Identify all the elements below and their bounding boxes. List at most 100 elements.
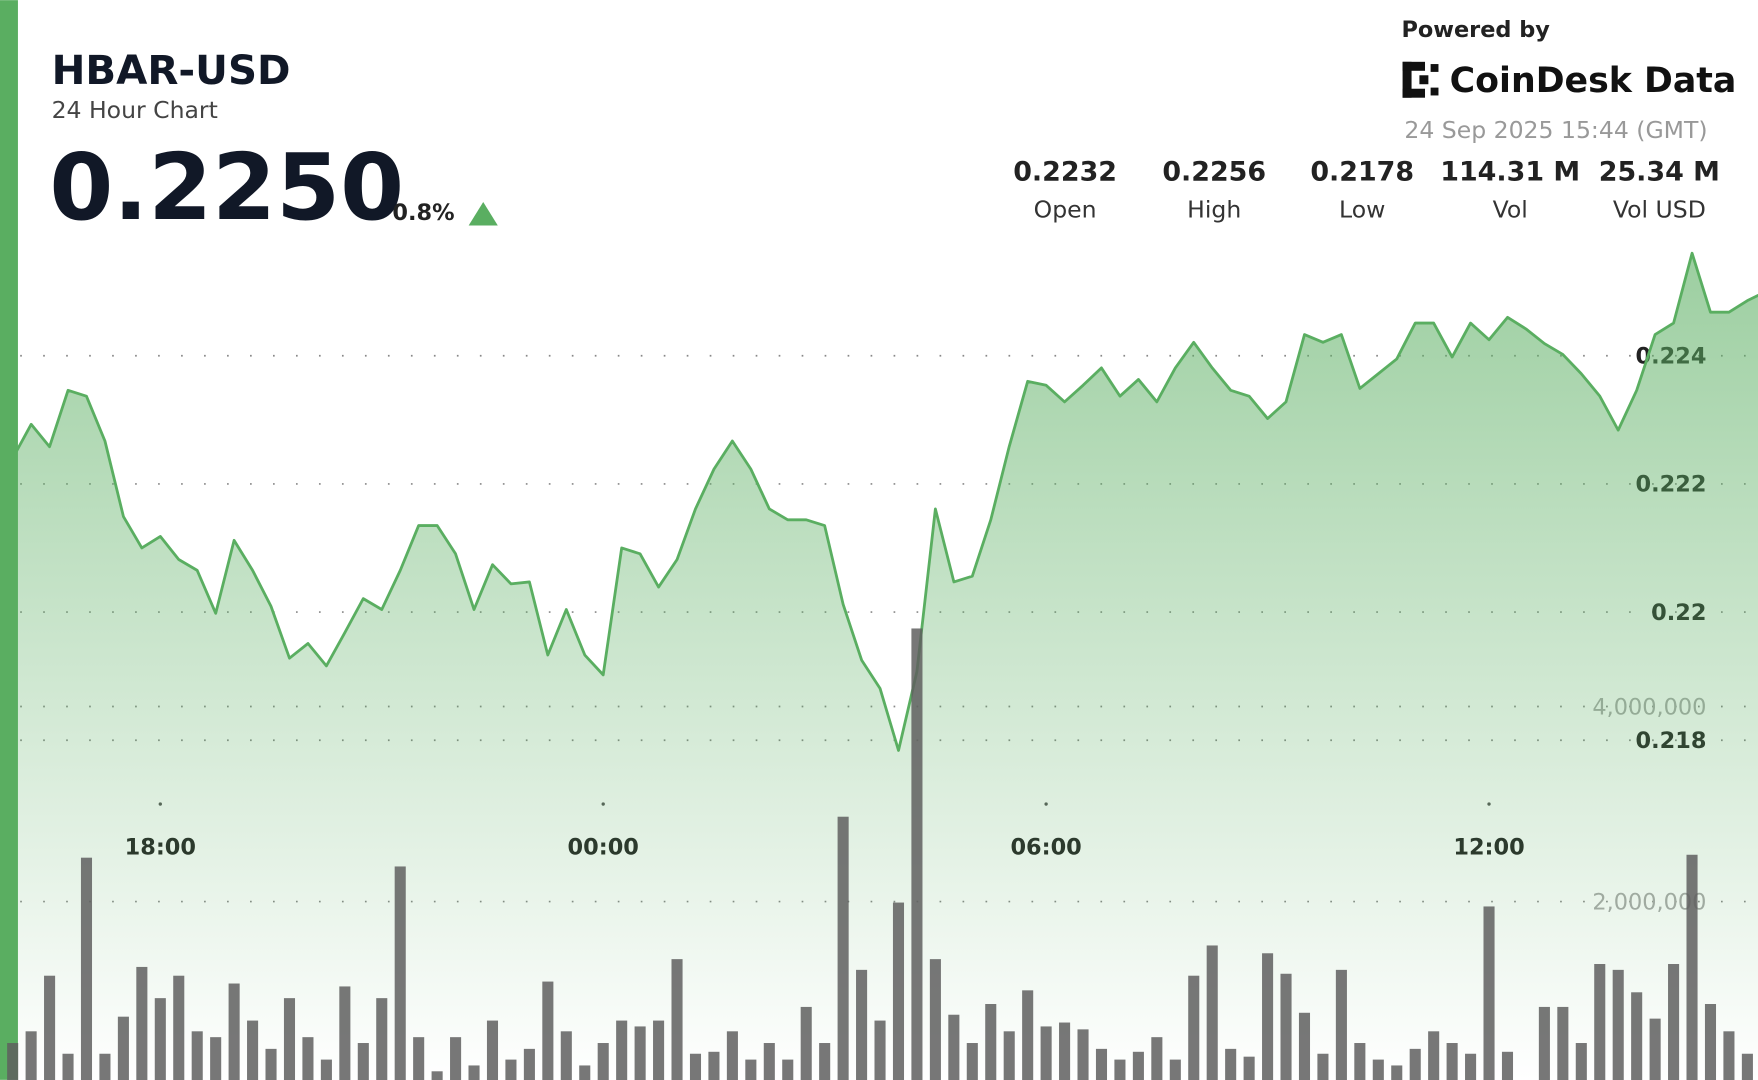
- volume-bar: [542, 981, 554, 1080]
- volume-bar: [173, 975, 185, 1080]
- volume-bar: [1409, 1048, 1421, 1080]
- volume-bar: [708, 1051, 720, 1080]
- volume-bar: [1243, 1056, 1255, 1080]
- stats: 0.2232 Open 0.2256 High 0.2178 Low 114.31 M Vol…: [1013, 157, 1720, 224]
- volume-bar: [616, 1020, 628, 1080]
- volume-bar: [1169, 1059, 1181, 1080]
- price: 0.2250: [49, 134, 404, 241]
- volume-bar: [1704, 1003, 1717, 1080]
- volume-bar: [653, 1020, 665, 1080]
- volume-bar: [800, 1006, 812, 1080]
- volume-bar: [689, 1053, 702, 1080]
- volume-bar: [1132, 1051, 1144, 1080]
- volume-bar: [339, 986, 351, 1080]
- volume-bar: [1612, 969, 1624, 1080]
- volume-bar: [1280, 973, 1292, 1080]
- volume-bar: [7, 1043, 19, 1080]
- volume-bar: [486, 1020, 499, 1080]
- volume-bar: [782, 1059, 794, 1080]
- stat-value: 0.2232: [1013, 157, 1117, 188]
- volume-bar: [1649, 1018, 1661, 1080]
- volume-bar: [450, 1037, 462, 1080]
- up-arrow: [468, 201, 498, 226]
- volume-bar: [44, 975, 56, 1080]
- volume-bar: [1225, 1048, 1237, 1080]
- volume-bar: [597, 1043, 609, 1080]
- volume-bar: [726, 1031, 738, 1080]
- volume-bar: [966, 1043, 978, 1080]
- volume-bar: [320, 1059, 332, 1080]
- subtitle: 24 Hour Chart: [52, 96, 218, 124]
- volume-bar: [1298, 1012, 1311, 1080]
- volume-bar: [1631, 992, 1643, 1080]
- volume-bar: [819, 1043, 831, 1080]
- volume-bar: [505, 1059, 517, 1080]
- powered-by: Powered by: [1401, 17, 1550, 43]
- plot: 0.2180.220.2220.2242,000,0004,000,00018:…: [7, 251, 1758, 1080]
- volume-bar: [136, 966, 148, 1080]
- volume-bar: [394, 866, 406, 1080]
- volume-bar: [265, 1048, 277, 1080]
- volume-bar: [1686, 854, 1698, 1080]
- volume-bar: [228, 983, 240, 1080]
- volume-bar: [413, 1037, 425, 1080]
- volume-bar: [856, 969, 868, 1080]
- volume-bar: [283, 998, 296, 1080]
- volume-bar: [1077, 1029, 1089, 1080]
- volume-bar: [1668, 964, 1680, 1080]
- volume-bar: [468, 1065, 480, 1080]
- brand-logo: [1402, 61, 1439, 98]
- volume-bar: [1538, 1006, 1550, 1080]
- volume-bar: [837, 816, 849, 1080]
- volume-bar: [1040, 1026, 1052, 1080]
- volume-bar: [911, 628, 923, 1080]
- volume-bar: [117, 1016, 129, 1080]
- area-fill: [12, 253, 1758, 1080]
- volume-bar: [1262, 953, 1274, 1080]
- volume-bar: [1501, 1051, 1514, 1080]
- stat-value: 25.34 M: [1599, 157, 1720, 188]
- volume-bar: [948, 1014, 960, 1080]
- volume-bar: [80, 857, 93, 1080]
- timestamp: 24 Sep 2025 15:44 (GMT): [1404, 116, 1707, 144]
- volume-bar: [154, 998, 166, 1080]
- volume-bar: [247, 1020, 259, 1080]
- volume-bar: [745, 1059, 757, 1080]
- stat-value: 114.31 M: [1440, 157, 1580, 188]
- volume-bar: [1151, 1037, 1163, 1080]
- volume-bar: [1446, 1043, 1458, 1080]
- volume-bar: [1575, 1043, 1587, 1080]
- volume-bar: [1594, 964, 1606, 1080]
- volume-bar: [523, 1048, 535, 1080]
- volume-bar: [1114, 1059, 1126, 1080]
- volume-bar: [579, 1065, 591, 1080]
- volume-bar: [191, 1031, 203, 1080]
- volume-bar: [1557, 1006, 1569, 1080]
- stat-value: 0.2178: [1310, 157, 1414, 188]
- volume-bar: [1022, 990, 1034, 1080]
- volume-bar: [25, 1031, 37, 1080]
- volume-bar: [1391, 1065, 1403, 1080]
- stat-label: Low: [1339, 196, 1385, 224]
- volume-bar: [929, 959, 941, 1080]
- stat-value: 0.2256: [1162, 157, 1266, 188]
- volume-bar: [1335, 969, 1347, 1080]
- volume-bar: [431, 1071, 443, 1080]
- volume-bar: [210, 1037, 222, 1080]
- title: HBAR-USD: [52, 47, 291, 94]
- volume-bar: [376, 998, 388, 1080]
- volume-bar: [302, 1037, 314, 1080]
- volume-bar: [1317, 1053, 1329, 1080]
- volume-bar: [1003, 1031, 1015, 1080]
- volume-bar: [671, 959, 683, 1080]
- volume-bar: [1354, 1043, 1366, 1080]
- volume-bar: [1372, 1059, 1384, 1080]
- volume-bar: [1059, 1022, 1071, 1080]
- volume-bar: [1206, 945, 1218, 1080]
- volume-bar: [1483, 906, 1495, 1080]
- brand: CoinDesk Data: [1450, 61, 1737, 101]
- volume-bar: [1428, 1031, 1440, 1080]
- volume-bar: [874, 1020, 886, 1080]
- price-line: [11, 251, 1758, 752]
